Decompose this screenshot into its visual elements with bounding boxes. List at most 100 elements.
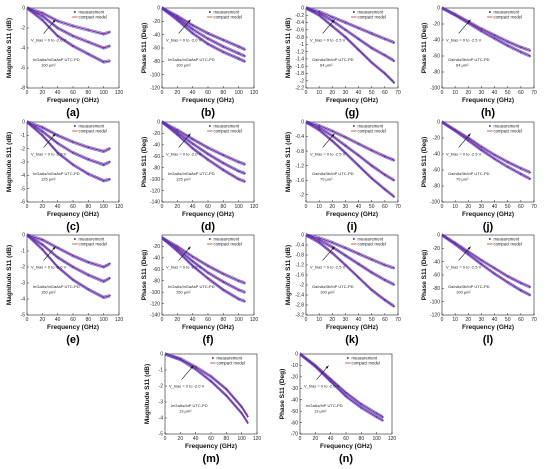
bias-annotation: V_bias = 0 to -2.0 V xyxy=(166,152,202,157)
chart-svg-f: 0 20 40 60 80 100 120 -20 -40 -60 -80 -100 -120 -140 F… xyxy=(141,234,259,331)
legend-measurement-marker xyxy=(73,125,76,127)
y-tick-label: -0.2 xyxy=(295,13,304,19)
y-tick-label: -1 xyxy=(300,42,305,48)
area-annotation: 100 μm² xyxy=(320,289,335,294)
x-axis-label: Frequency (GHz) xyxy=(182,97,234,104)
bias-arrow-head xyxy=(467,133,471,137)
chart-svg-m: 0 20 40 60 80 100 120 0 -1 -2 -3 -4 -5 Frequency (GHz… xyxy=(144,352,262,450)
x-tick-label: 70 xyxy=(531,317,537,323)
y-tick-label: -2 xyxy=(21,146,26,152)
y-tick-label: -5 xyxy=(21,313,26,319)
legend-measurement-marker xyxy=(352,125,355,127)
measurement-series-line xyxy=(164,352,249,416)
model-red-line xyxy=(441,7,531,57)
legend-measurement-label: measurement xyxy=(214,123,240,128)
chart-panel-g: 0 10 20 30 40 50 60 70 0 -0.2 -0.4 -0.6 -0.8 -1 -1.2 -1… xyxy=(284,4,414,116)
x-tick-label: 20 xyxy=(330,204,336,210)
y-tick-label: -1.2 xyxy=(295,49,304,55)
plot-frame xyxy=(441,7,535,89)
measurement-series-line xyxy=(305,8,395,85)
legend-model-label: compact model xyxy=(494,128,522,133)
x-tick-label: 40 xyxy=(190,204,196,210)
model-red-line xyxy=(305,234,395,269)
y-tick-label: -20 xyxy=(433,136,440,142)
x-tick-label: 50 xyxy=(369,317,375,323)
bias-arrow-head xyxy=(52,19,56,23)
measurement-series-line xyxy=(161,120,245,181)
model-red-line xyxy=(26,121,110,152)
y-tick-label: -40 xyxy=(433,38,440,44)
x-tick-label: 120 xyxy=(250,317,259,323)
x-tick-label: 120 xyxy=(115,317,124,323)
x-tick-label: 70 xyxy=(531,90,537,96)
x-tick-label: 10 xyxy=(452,204,458,210)
y-tick-label: -140 xyxy=(150,200,160,206)
panel-label-b: (b) xyxy=(200,107,216,119)
measurement-series-line xyxy=(305,233,395,284)
x-axis-label: Frequency (GHz) xyxy=(462,97,514,104)
x-tick-label: 30 xyxy=(479,204,485,210)
chart-panel-d: 0 20 40 60 80 100 120 0 -20 -40 -60 -80 -100 -120 -140… xyxy=(140,118,270,230)
panel-label-a: (a) xyxy=(66,107,80,119)
bias-arrow-head xyxy=(190,365,194,369)
panel-label-h: (h) xyxy=(480,107,496,119)
y-axis-label: Magnitude S11 (dB) xyxy=(6,132,13,192)
plot-frame xyxy=(441,121,535,203)
x-tick-label: 30 xyxy=(343,204,349,210)
x-tick-label: 0 xyxy=(26,317,29,323)
x-tick-label: 120 xyxy=(115,90,124,96)
y-tick-label: -0.8 xyxy=(295,35,304,41)
measurement-series-line xyxy=(441,120,531,172)
legend-measurement-label: measurement xyxy=(358,123,384,128)
measurement-series-line xyxy=(441,236,531,297)
x-tick-label: 60 xyxy=(70,317,76,323)
measurement-series-line xyxy=(26,120,110,164)
measurement-series-line xyxy=(441,120,531,178)
x-tick-label: 10 xyxy=(452,90,458,96)
panel-label-f: (f) xyxy=(202,334,214,346)
chart-panel-h: 0 10 20 30 40 50 60 70 0 -20 -40 -60 -80 -100 Frequenc… xyxy=(420,4,550,116)
measurement-series-line xyxy=(26,8,110,50)
chart-panel-k: 0 10 20 30 40 50 60 70 0 -0.4 -0.8 -1.2 -1.6 -2 -2.4 -2… xyxy=(284,231,414,343)
x-tick-label: 10 xyxy=(316,90,322,96)
x-tick-label: 120 xyxy=(250,204,259,210)
x-tick-label: 100 xyxy=(99,90,108,96)
model-red-line xyxy=(26,121,110,165)
bias-arrow-head xyxy=(187,133,191,137)
x-tick-label: 60 xyxy=(382,204,388,210)
x-axis-label: Frequency (GHz) xyxy=(326,211,378,218)
y-tick-label: -20 xyxy=(433,22,440,28)
y-tick-label: -6 xyxy=(21,200,26,206)
y-tick-label: -60 xyxy=(433,54,440,60)
model-red-line xyxy=(26,7,110,35)
measurement-series-line xyxy=(26,120,110,180)
bias-arrow-head xyxy=(331,19,335,23)
x-tick-label: 120 xyxy=(253,436,262,442)
legend-measurement-marker xyxy=(73,11,76,13)
y-tick-label: -0.4 xyxy=(295,20,304,26)
x-tick-label: 50 xyxy=(369,90,375,96)
y-tick-label: -2 xyxy=(159,384,164,390)
measurement-series-line xyxy=(299,352,383,416)
chart-panel-b: 0 20 40 60 80 100 120 0 -20 -40 -60 -80 -100 -120 Freq… xyxy=(140,4,270,116)
measurement-series-line xyxy=(26,8,110,36)
legend-model-label: compact model xyxy=(494,241,522,246)
x-tick-label: 80 xyxy=(86,317,92,323)
x-tick-label: 70 xyxy=(395,204,401,210)
x-tick-label: 0 xyxy=(164,436,167,442)
x-axis-label: Frequency (GHz) xyxy=(47,211,99,218)
x-tick-label: 40 xyxy=(492,90,498,96)
device-annotation: InGaAs/InGaAsP UTC-PD xyxy=(168,171,215,176)
device-annotation: InGaAs/InP UTC-PD xyxy=(306,403,343,408)
measurement-series-line xyxy=(26,233,110,281)
legend-measurement-marker xyxy=(211,357,214,359)
bias-arrow-head xyxy=(52,246,56,250)
x-tick-label: 0 xyxy=(161,317,164,323)
y-tick-label: -100 xyxy=(150,177,160,183)
legend-measurement-label: measurement xyxy=(214,9,240,14)
model-red-line xyxy=(161,237,245,293)
x-tick-label: 20 xyxy=(175,204,181,210)
